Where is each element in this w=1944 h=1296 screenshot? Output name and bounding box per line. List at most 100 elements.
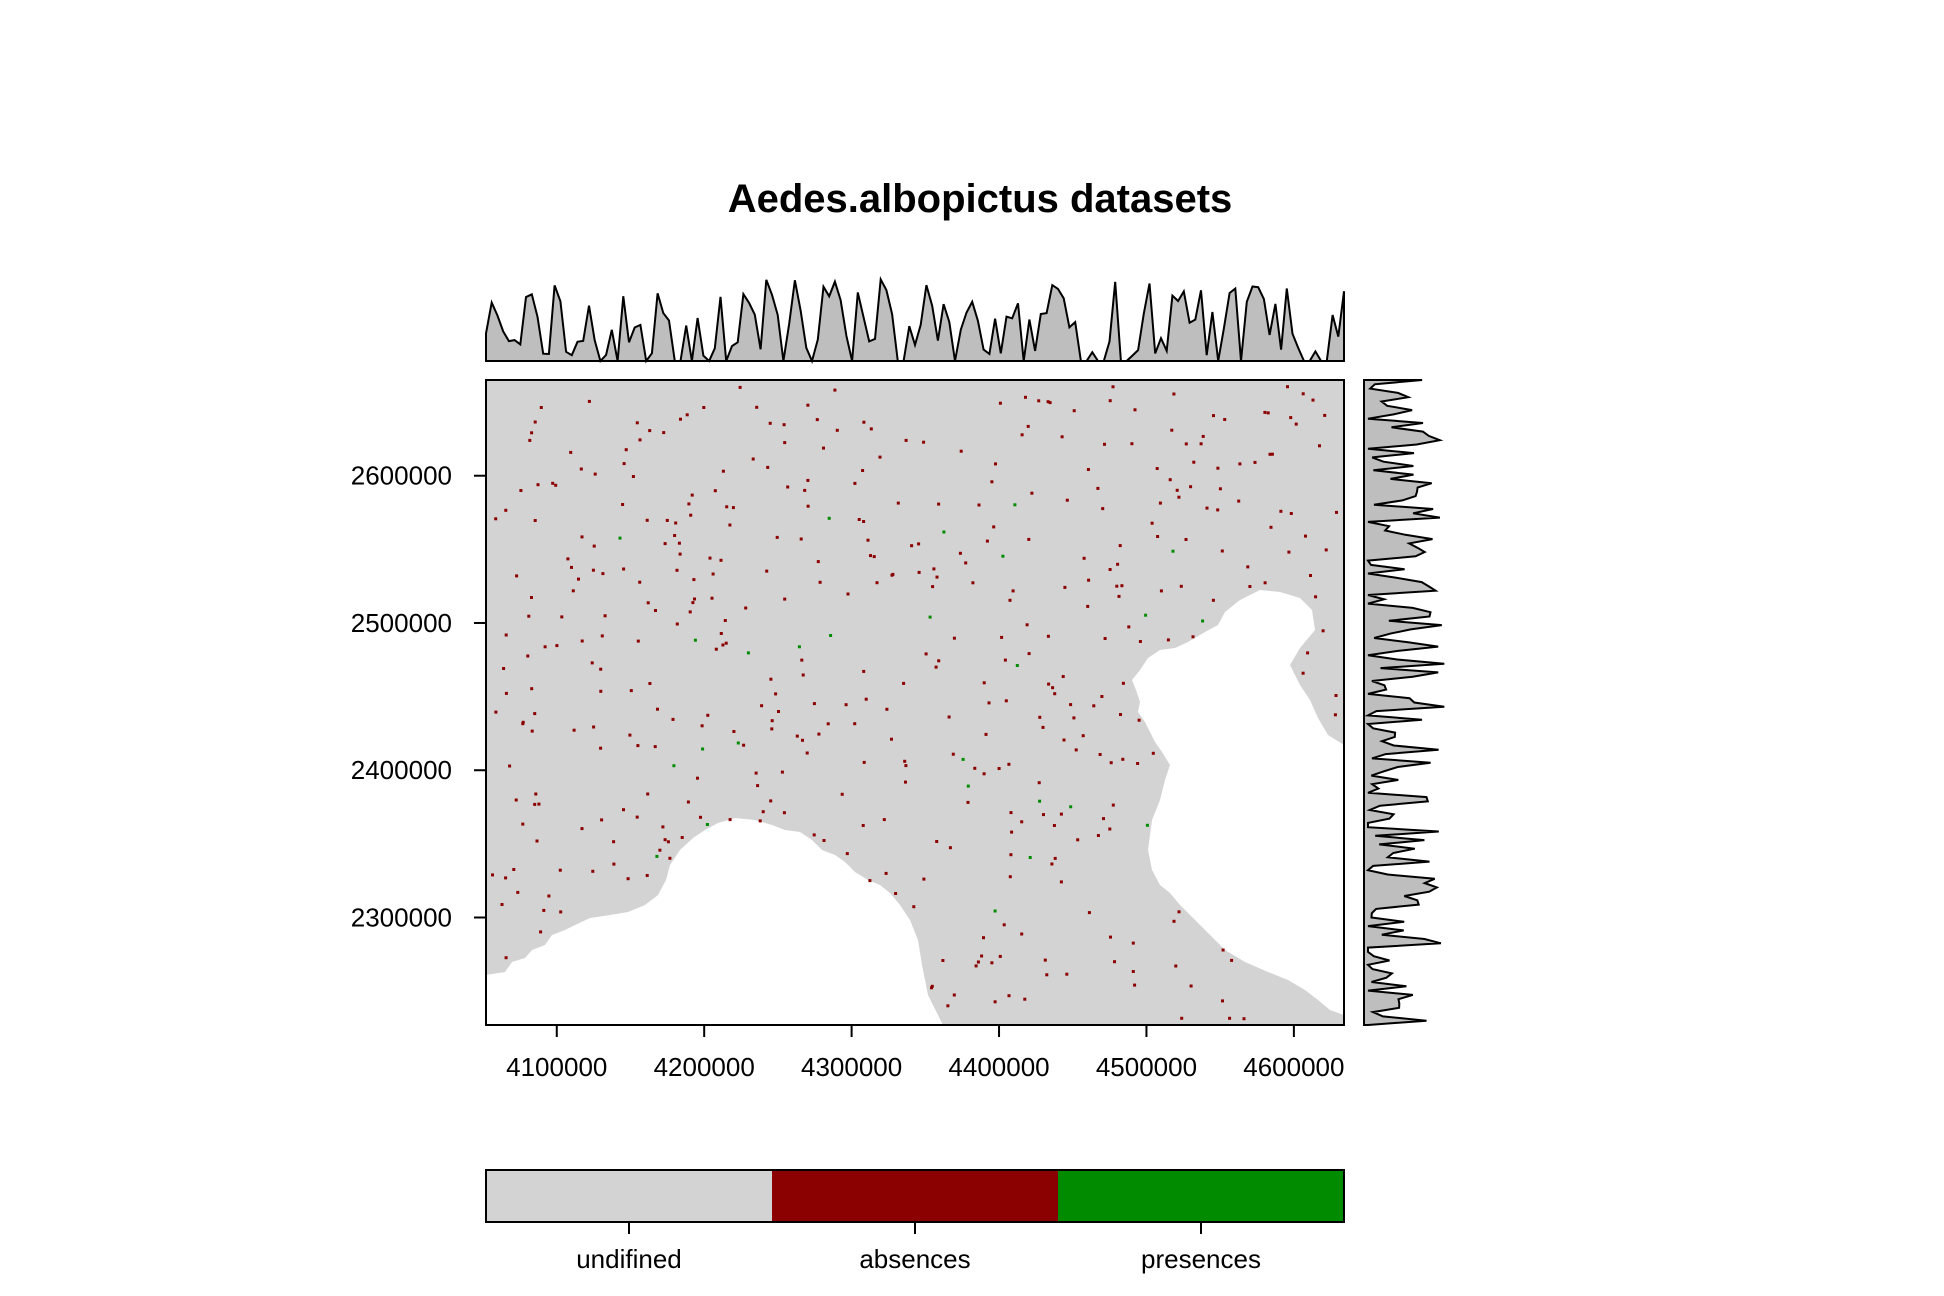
absence-point (1074, 748, 1078, 752)
absence-point (922, 877, 926, 881)
absence-point (976, 960, 980, 964)
absence-point (674, 521, 678, 525)
absence-point (560, 615, 564, 619)
absence-point (686, 800, 690, 804)
absence-point (1111, 803, 1115, 807)
absence-point (1269, 525, 1273, 529)
absence-point (1009, 853, 1013, 857)
absence-point (696, 776, 699, 780)
absence-point (1042, 813, 1045, 817)
absence-point (648, 682, 652, 685)
absence-point (1131, 941, 1135, 945)
presence-point (1069, 805, 1073, 809)
absence-point (1109, 761, 1113, 765)
absence-point (555, 644, 559, 648)
absence-point (706, 713, 710, 717)
absence-point (1050, 862, 1054, 866)
absence-point (755, 405, 759, 409)
absence-point (917, 570, 921, 574)
absence-point (770, 719, 774, 723)
absence-point (533, 802, 537, 806)
map-panel (485, 379, 1345, 1026)
absence-point (1159, 589, 1163, 593)
absence-point (1168, 478, 1172, 482)
absence-point (980, 954, 984, 958)
absence-point (621, 503, 625, 506)
absence-point (1113, 960, 1116, 964)
absence-point (937, 659, 941, 663)
presence-point (705, 823, 709, 826)
absence-point (864, 697, 868, 701)
absence-point (547, 894, 551, 898)
absence-point (869, 554, 872, 558)
absence-point (1065, 498, 1069, 502)
absence-point (1172, 392, 1176, 396)
absence-point (590, 661, 594, 665)
absence-point (1092, 704, 1096, 708)
absence-point (1279, 509, 1283, 513)
absence-point (622, 808, 625, 812)
absence-point (1100, 695, 1104, 698)
absence-point (678, 552, 682, 556)
absence-point (1306, 651, 1310, 655)
absence-point (1072, 409, 1076, 413)
absence-point (1184, 442, 1188, 446)
absence-point (1212, 414, 1215, 418)
absence-point (902, 681, 906, 685)
absence-point (1053, 692, 1057, 696)
absence-point (1151, 751, 1155, 755)
absence-point (663, 838, 667, 842)
absence-point (1048, 401, 1052, 405)
legend-label-undifined: undifined (576, 1244, 682, 1274)
absence-point (1087, 578, 1091, 582)
absence-point (1216, 466, 1220, 470)
absence-point (688, 610, 692, 614)
absence-point (537, 802, 541, 806)
absence-point (1270, 452, 1274, 456)
absence-point (680, 836, 684, 839)
map-frame (485, 379, 1345, 1026)
absence-point (966, 800, 970, 804)
absence-point (1131, 970, 1135, 973)
presence-point (928, 615, 932, 619)
presence-point (1201, 619, 1205, 623)
absence-point (1192, 460, 1196, 464)
absence-point (1138, 640, 1142, 643)
absence-point (1086, 468, 1090, 471)
absence-point (1004, 699, 1008, 703)
absence-point (661, 825, 665, 829)
presence-point (746, 651, 750, 655)
absence-point (998, 401, 1002, 405)
absence-point (840, 792, 844, 796)
absence-point (947, 715, 951, 719)
absence-point (515, 574, 519, 578)
map-title: Aedes.albopictus datasets (728, 177, 1233, 221)
absence-point (527, 614, 531, 618)
absence-point (1011, 589, 1015, 593)
absence-point (1199, 442, 1203, 446)
absence-point (1248, 585, 1252, 588)
absence-point (1025, 623, 1029, 627)
absence-point (930, 984, 934, 988)
absence-point (812, 702, 816, 706)
presence-point (655, 854, 659, 858)
absence-point (708, 556, 712, 560)
absence-point (1334, 694, 1338, 697)
absence-point (890, 737, 893, 741)
absence-point (569, 450, 573, 454)
absence-point (654, 609, 657, 612)
sea-adriatic (1132, 590, 1344, 1015)
absence-point (514, 798, 518, 802)
absence-point (691, 601, 695, 605)
absence-point (1037, 399, 1041, 403)
absence-point (904, 438, 908, 442)
x-axis: 4100000 4200000 4300000 4400000 4500000 46000… (506, 1025, 1344, 1082)
absence-point (710, 596, 714, 600)
presence-point (966, 784, 970, 788)
absence-point (500, 903, 504, 906)
absence-point (1020, 433, 1024, 437)
absence-point (932, 567, 936, 571)
presence-point (1171, 549, 1175, 553)
absence-point (1119, 713, 1122, 716)
absence-point (533, 712, 537, 716)
